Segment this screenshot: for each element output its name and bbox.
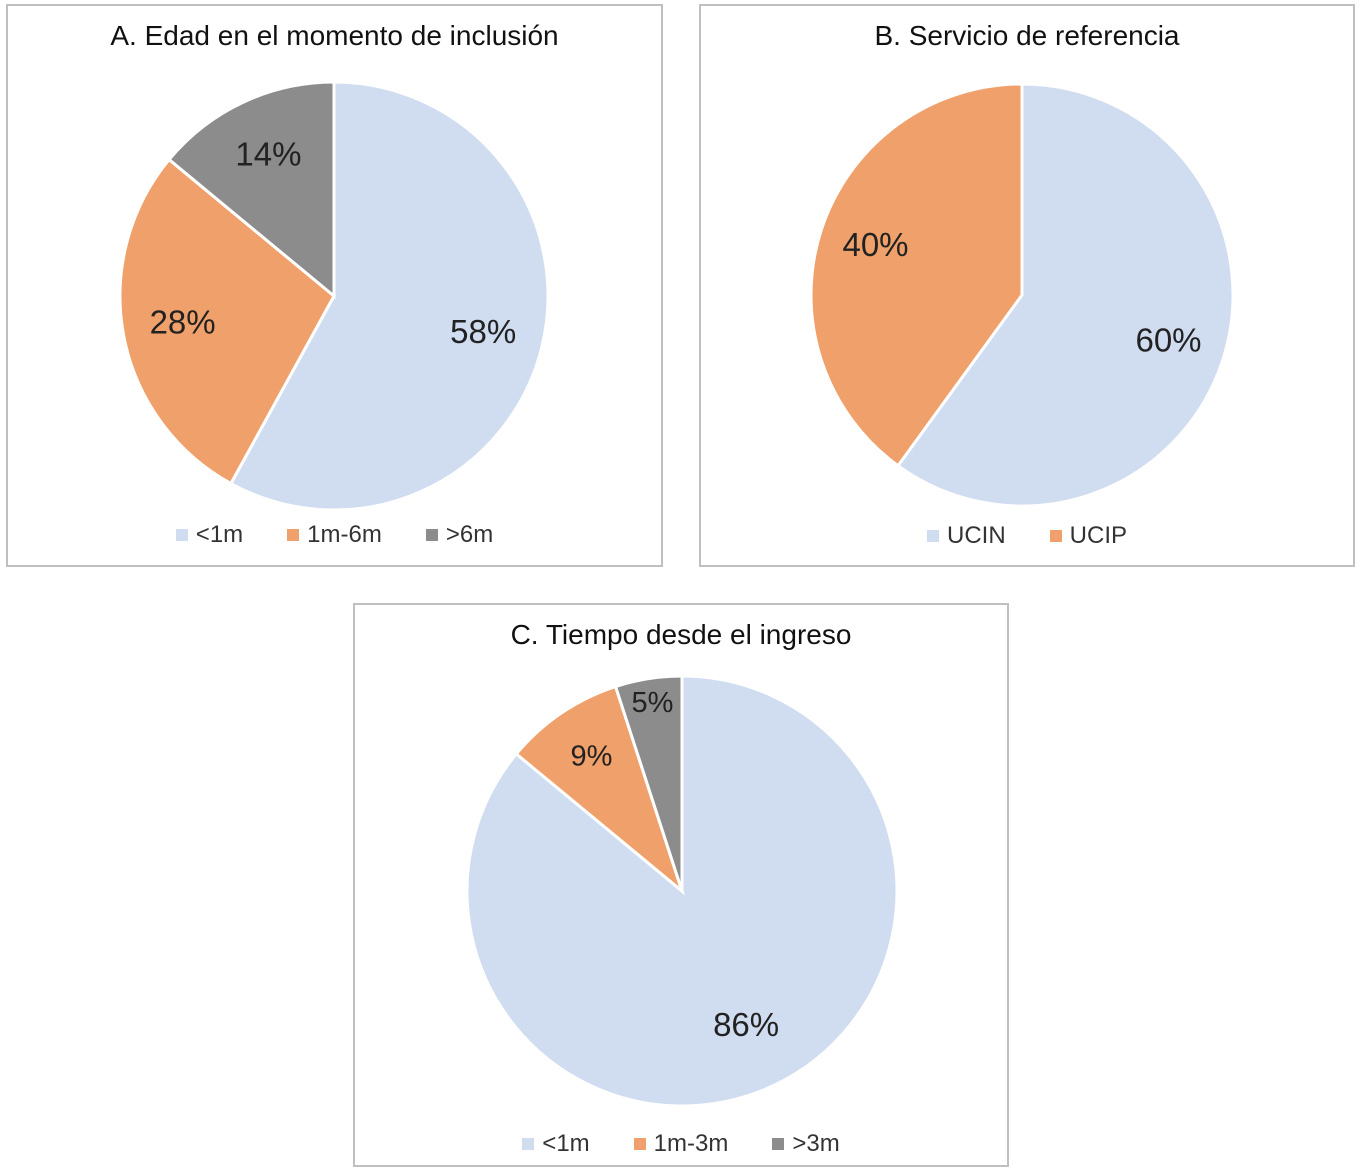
pie-slice-0-0 <box>228 80 550 512</box>
chart-panel-c: C. Tiempo desde el ingreso 86% 9% 5% <1m 1m… <box>353 603 1009 1167</box>
chart-title-c: C. Tiempo desde el ingreso <box>510 619 852 650</box>
legend-label: <1m <box>542 1130 590 1157</box>
pie-slice-1-0 <box>895 82 1235 508</box>
chart-title-b: B. Servicio de referencia <box>874 20 1180 51</box>
legend-label: 1m-6m <box>307 521 382 548</box>
pie-slice-2-2 <box>613 674 684 892</box>
legend-swatch <box>772 1138 785 1150</box>
legend-item-2-2: >3m <box>772 1130 840 1158</box>
legend-item-2-1: 1m-3m <box>633 1130 729 1158</box>
pie-chart-c: 86% 9% 5% <box>465 674 899 1108</box>
legend-b: UCIN UCIP <box>701 521 1353 550</box>
slice-value-label-1-1: 40% <box>842 226 908 263</box>
chart-panel-a: A. Edad en el momento de inclusión 58% 28… <box>6 4 663 567</box>
legend-swatch <box>287 529 300 541</box>
pie-chart-a: 58% 28% 14% <box>118 80 550 512</box>
slice-value-label-0-1: 28% <box>150 304 216 341</box>
chart-title-a: A. Edad en el momento de inclusión <box>110 20 559 51</box>
legend-label: UCIN <box>946 522 1006 549</box>
slice-value-label-0-2: 14% <box>235 135 301 172</box>
legend-label: 1m-3m <box>653 1130 729 1157</box>
legend-swatch <box>522 1138 535 1150</box>
legend-item-2-0: <1m <box>522 1130 590 1158</box>
pie-slice-0-1 <box>118 157 336 486</box>
pie-slice-1-1 <box>809 82 1024 468</box>
slice-value-label-2-1: 9% <box>570 740 612 772</box>
legend-swatch <box>926 530 939 542</box>
slice-value-label-2-2: 5% <box>631 687 673 719</box>
chart-panel-b: B. Servicio de referencia 60% 40% UCIN UCI… <box>699 4 1355 567</box>
slice-value-label-2-0: 86% <box>713 1006 779 1043</box>
legend-label: UCIP <box>1069 522 1127 549</box>
pie-chart-b: 60% 40% <box>809 82 1235 508</box>
slice-value-label-1-0: 60% <box>1135 321 1201 358</box>
legend-item-0-1: 1m-6m <box>287 521 382 549</box>
legend-label: <1m <box>195 521 244 548</box>
legend-swatch <box>425 529 438 541</box>
legend-item-0-0: <1m <box>175 521 244 549</box>
legend-swatch <box>633 1138 646 1150</box>
legend-item-1-0: UCIN <box>926 522 1006 550</box>
legend-a: <1m 1m-6m >6m <box>8 520 661 549</box>
slice-value-label-0-0: 58% <box>450 313 516 350</box>
pie-slice-0-2 <box>166 80 336 300</box>
legend-label: >3m <box>792 1130 840 1157</box>
pie-slice-2-1 <box>514 684 686 896</box>
legend-item-1-1: UCIP <box>1049 522 1127 550</box>
legend-c: <1m 1m-3m >3m <box>355 1129 1007 1158</box>
legend-label: >6m <box>445 521 494 548</box>
legend-item-0-2: >6m <box>425 521 494 549</box>
legend-swatch <box>1049 530 1062 542</box>
legend-swatch <box>175 529 188 541</box>
